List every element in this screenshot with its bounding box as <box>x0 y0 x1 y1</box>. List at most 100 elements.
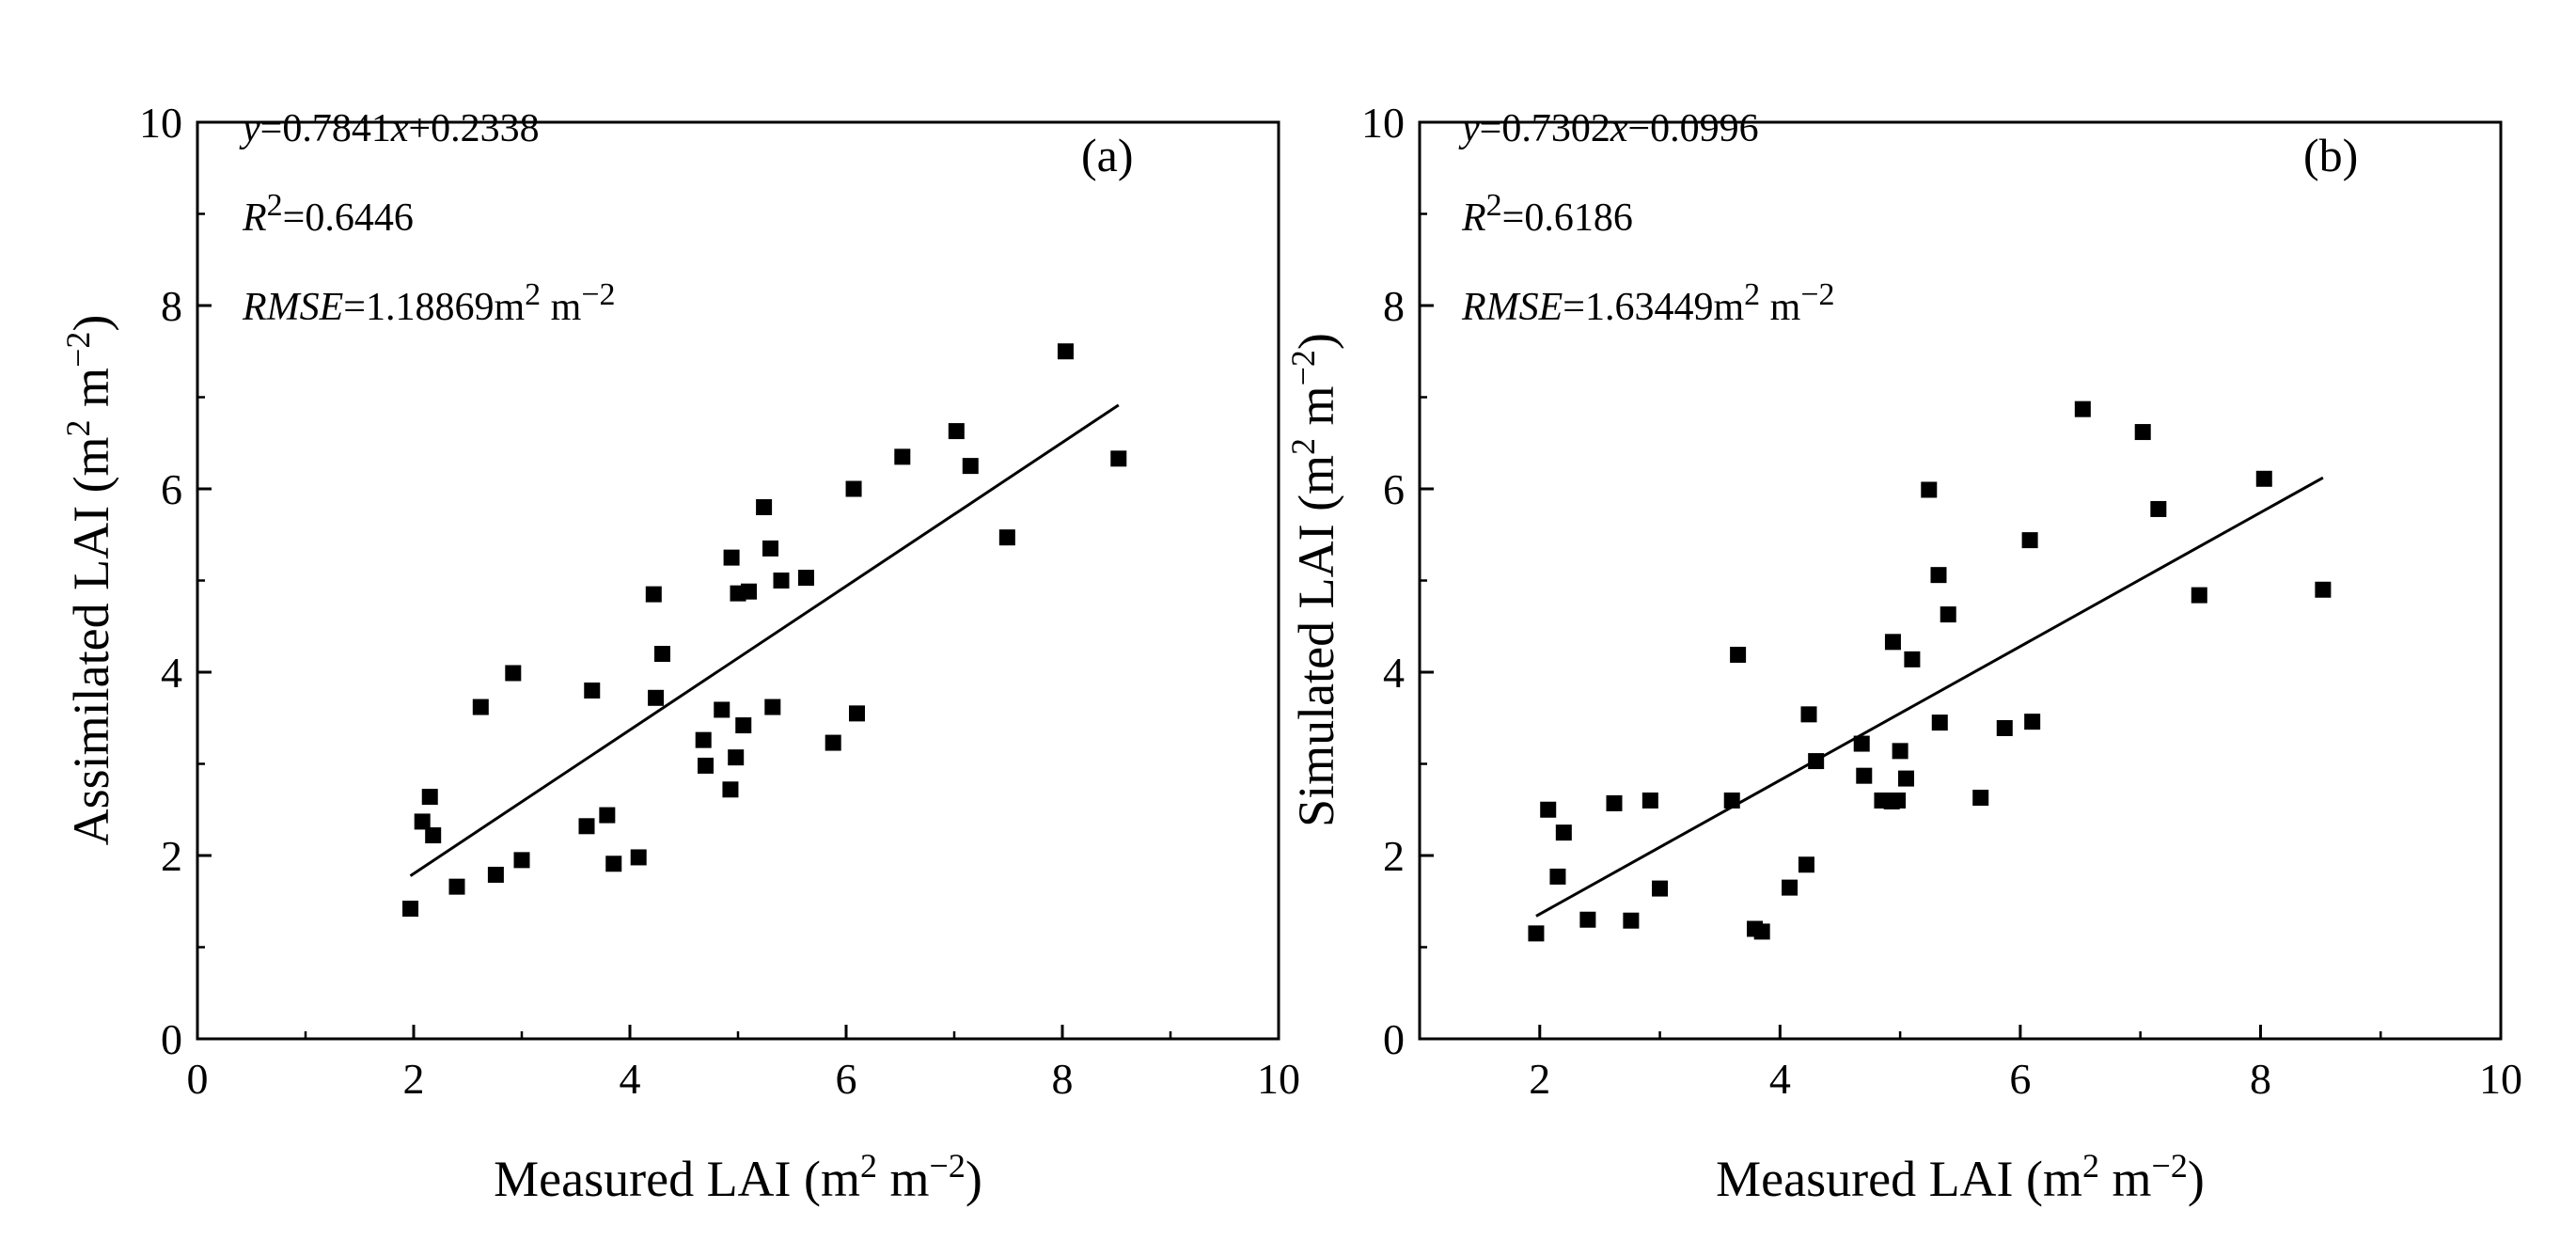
panel-a-data-point <box>578 818 595 835</box>
panel-b-x-axis-title: Measured LAI (m2 m−2) <box>1716 1147 2205 1207</box>
panel-b-data-point <box>1890 793 1907 809</box>
panel-b-plot-frame <box>1418 120 2503 1041</box>
panel-a-data-point <box>648 689 665 706</box>
panel-a-data-point <box>998 529 1015 546</box>
panel-b-data-point <box>1996 719 2013 736</box>
panel-b-equation: y=0.7302x−0.0996 <box>1458 107 1759 150</box>
panel-a-data-point <box>645 586 662 603</box>
panel-a-data-point <box>1057 343 1074 360</box>
panel-a-data-point <box>414 813 431 830</box>
panel-a-x-tick-label: 0 <box>187 1055 209 1103</box>
panel-b-x-tick-label: 4 <box>1769 1055 1791 1103</box>
panel-b-x-tick-label: 8 <box>2250 1055 2271 1103</box>
panel-a-data-point <box>723 549 740 566</box>
panel-b-data-point <box>2315 581 2332 598</box>
panel-b-data-point <box>1856 767 1873 784</box>
panel-a-data-point <box>605 856 622 872</box>
panel-b-chart: 2 4 6 8 10 0 2 4 6 8 10 y=0.7302x−0.0996 R2=0.6186… <box>1284 99 2522 1207</box>
panel-b-data-point <box>2021 532 2038 549</box>
panel-a-y-tick-label: 6 <box>161 465 182 513</box>
panel-a-y-tick-label: 10 <box>139 99 182 147</box>
panel-a-data-point <box>845 480 862 497</box>
panel-a-y-tick-label: 0 <box>161 1015 182 1063</box>
panel-b-points <box>1528 400 2332 942</box>
panel-a-rmse: RMSE=1.18869m2 m−2 <box>242 277 616 329</box>
panel-a-x-tick-label: 10 <box>1257 1055 1300 1103</box>
panel-a-data-point <box>630 849 647 866</box>
panel-b-data-point <box>1782 879 1798 896</box>
panel-a-data-point <box>962 458 979 475</box>
panel-a-data-point <box>764 699 781 715</box>
panel-a-data-point <box>756 499 773 515</box>
panel-b-data-point <box>1623 912 1640 929</box>
panel-a-data-point <box>505 665 522 682</box>
panel-b-data-point <box>2150 500 2167 517</box>
panel-a-data-point <box>1110 450 1127 467</box>
panel-b-y-axis-title: Simulated LAI (m2 m−2) <box>1284 333 1344 827</box>
panel-a-data-point <box>948 423 965 440</box>
panel-a-y-tick-label: 4 <box>161 649 182 697</box>
panel-b-data-point <box>2134 424 2151 441</box>
panel-a-data-point <box>599 807 616 824</box>
panel-b-r-squared: R2=0.6186 <box>1461 188 1633 240</box>
panel-a-data-point <box>714 701 730 718</box>
panel-a-data-point <box>722 781 739 798</box>
panel-a-data-point <box>487 866 504 883</box>
panel-a-plot-frame <box>196 120 1280 1041</box>
panel-b-data-point <box>1753 923 1770 940</box>
panel-a-data-point <box>421 789 438 806</box>
panel-b-x-tick-label: 6 <box>2009 1055 2031 1103</box>
panel-a-x-tick-label: 4 <box>620 1055 641 1103</box>
panel-a-y-tick-label: 8 <box>161 282 182 330</box>
panel-b-data-point <box>2024 714 2041 730</box>
panel-b-data-point <box>1931 714 1948 731</box>
panel-a-data-point <box>695 731 712 748</box>
panel-b-y-tick-label: 2 <box>1383 832 1405 880</box>
panel-b-data-point <box>1853 735 1870 752</box>
panel-b-data-point <box>1921 481 1938 498</box>
panel-b-rmse: RMSE=1.63449m2 m−2 <box>1461 277 1835 329</box>
panel-b-y-tick-label: 8 <box>1383 282 1405 330</box>
panel-a-data-point <box>698 757 714 774</box>
panel-b-data-point <box>1898 770 1914 787</box>
panel-b-y-tick-label: 6 <box>1383 465 1405 513</box>
panel-a-fit-line <box>409 403 1120 877</box>
panel-a-data-point <box>849 705 865 722</box>
panel-b-panel-label: (b) <box>2303 129 2358 181</box>
panel-a-data-point <box>448 878 465 895</box>
panel-a-x-tick-label: 8 <box>1052 1055 1074 1103</box>
panel-a-data-point <box>762 540 778 557</box>
panel-a-data-point <box>654 646 670 662</box>
panel-b-data-point <box>1606 794 1623 811</box>
panel-a-x-axis-title: Measured LAI (m2 m−2) <box>494 1147 982 1207</box>
panel-a-data-point <box>735 717 752 734</box>
panel-b-data-point <box>2191 587 2207 604</box>
panel-b-data-point <box>1579 911 1596 928</box>
panel-a-data-point <box>825 734 841 751</box>
panel-a-x-tick-label: 2 <box>403 1055 425 1103</box>
panel-a-y-axis-title: Assimilated LAI (m2 m−2) <box>59 315 119 846</box>
panel-b-data-point <box>1730 646 1747 663</box>
panel-b-data-point <box>1641 793 1658 809</box>
panel-a-data-point <box>425 827 442 844</box>
panel-b-data-point <box>1904 651 1921 667</box>
panel-a-equation: y=0.7841x+0.2338 <box>239 107 540 150</box>
panel-b-y-tick-label: 4 <box>1383 649 1405 697</box>
panel-b-data-point <box>1800 706 1817 723</box>
panel-b-data-point <box>1930 567 1947 584</box>
panel-a-chart: 0 2 4 6 8 10 0 2 4 6 8 10 y=0.7841x+0.2338 R2=0.644… <box>59 99 1300 1207</box>
panel-a-panel-label: (a) <box>1081 129 1134 181</box>
panel-a-data-point <box>513 852 530 869</box>
panel-a-points <box>402 343 1127 918</box>
panel-b-fit-line <box>1535 476 2324 918</box>
panel-a-x-tick-label: 6 <box>836 1055 857 1103</box>
panel-b-data-point <box>1884 634 1901 651</box>
panel-b-data-point <box>1940 606 1956 623</box>
panel-b-data-point <box>1555 824 1572 841</box>
panel-a-data-point <box>741 583 757 600</box>
panel-a-y-tick-label: 2 <box>161 832 182 880</box>
panel-b-data-point <box>1652 880 1669 897</box>
panel-b-x-tick-label: 2 <box>1529 1055 1550 1103</box>
panel-b-y-tick-label: 10 <box>1361 99 1405 147</box>
